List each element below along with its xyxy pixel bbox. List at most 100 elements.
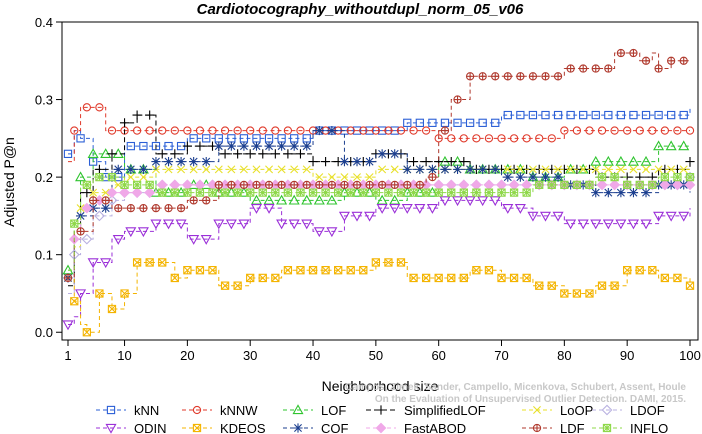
data-point-loop — [667, 165, 676, 174]
data-point-fastabod — [169, 179, 181, 191]
data-point-inflo — [183, 188, 192, 197]
legend-swatch-marker — [375, 422, 387, 434]
legend-label: INFLO — [630, 421, 668, 434]
data-point-knn — [579, 110, 588, 120]
legend-swatch-marker — [601, 404, 613, 416]
data-point-lof — [250, 194, 263, 205]
data-point-lof — [389, 194, 401, 205]
data-point-ldf — [277, 180, 286, 190]
data-point-knnw — [271, 126, 280, 135]
data-point-knnw — [447, 134, 456, 143]
data-point-fastabod — [81, 202, 93, 214]
legend-swatch-marker — [293, 423, 303, 433]
data-point-odin — [276, 219, 288, 230]
data-point-ldf — [164, 204, 173, 213]
data-point-kdeos — [70, 297, 79, 306]
data-point-knn — [566, 110, 575, 120]
data-point-cof — [101, 203, 111, 213]
data-point-inflo — [585, 180, 594, 190]
data-point-ldf — [189, 196, 198, 205]
data-point-odin — [590, 219, 602, 230]
legend-swatch-marker — [602, 423, 612, 433]
data-point-ldf — [654, 64, 663, 73]
data-point-inflo — [547, 180, 556, 190]
data-point-kdeos — [170, 273, 179, 283]
data-point-loop — [252, 165, 261, 174]
y-tick-label: 0.1 — [35, 248, 53, 263]
data-point-odin — [565, 219, 577, 230]
data-point-simplifiedlof — [233, 149, 243, 159]
data-point-ldf — [428, 172, 437, 182]
data-point-knnw — [132, 126, 142, 135]
data-point-loop — [302, 165, 311, 174]
data-point-inflo — [82, 180, 91, 190]
data-point-simplifiedlof — [170, 149, 180, 159]
data-point-inflo — [334, 188, 343, 197]
y-axis-label: Adjusted P@n — [1, 137, 17, 227]
data-point-ldf — [227, 180, 236, 190]
data-point-loop — [315, 173, 324, 182]
series-inflo — [68, 172, 695, 271]
credit-text-line-2: On the Evaluation of Unsupervised Outlie… — [375, 394, 686, 405]
data-point-kdeos — [572, 289, 582, 298]
data-point-inflo — [447, 188, 456, 197]
series-kdeos — [68, 258, 695, 337]
data-point-kdeos — [120, 289, 129, 298]
data-point-kdeos — [560, 289, 569, 298]
data-point-ldf — [202, 196, 211, 205]
data-point-knnw — [535, 134, 544, 143]
data-point-cof — [402, 164, 412, 174]
data-point-kdeos — [434, 273, 443, 283]
data-point-knnw — [597, 126, 607, 135]
data-point-cof — [314, 125, 324, 136]
plot-area-frame — [61, 21, 699, 341]
data-point-ldf — [616, 48, 626, 58]
data-point-knn — [403, 118, 412, 127]
data-point-ldf — [566, 64, 575, 73]
data-point-cof — [415, 164, 425, 174]
data-point-loop — [642, 165, 651, 174]
series-ldf — [63, 48, 690, 283]
data-point-fastabod — [156, 179, 168, 191]
data-point-knnw — [585, 126, 594, 135]
data-point-simplifiedlof — [145, 110, 155, 120]
data-point-knnw — [283, 126, 293, 135]
data-point-kdeos — [660, 273, 670, 283]
data-point-loop — [604, 165, 613, 174]
data-point-ldf — [516, 72, 525, 81]
data-point-lof — [87, 148, 99, 159]
legend-label: LoOP — [560, 403, 593, 418]
data-point-ldf — [491, 72, 500, 81]
data-point-inflo — [70, 219, 79, 228]
data-point-kdeos — [509, 273, 519, 283]
data-point-kdeos — [635, 266, 644, 275]
data-point-loop — [340, 173, 349, 182]
data-point-cof — [138, 164, 148, 174]
legend-swatch-marker — [192, 405, 202, 415]
data-point-lof — [627, 155, 639, 166]
data-point-loop — [177, 165, 186, 174]
data-point-odin — [665, 211, 677, 222]
legend-item-lof: LOF — [283, 403, 346, 418]
data-point-knn — [528, 110, 538, 120]
data-point-lof — [678, 140, 690, 151]
data-point-kdeos — [82, 328, 91, 337]
data-point-ldf — [604, 64, 613, 73]
legend-item-fastabod: FastABOD — [366, 421, 466, 434]
y-tick-label: 0.0 — [35, 325, 53, 340]
data-point-simplifiedlof — [320, 157, 331, 167]
data-point-ldf — [126, 204, 135, 213]
data-point-loop — [164, 165, 173, 174]
data-point-inflo — [472, 188, 481, 197]
data-point-knnw — [509, 134, 519, 143]
data-point-kdeos — [371, 258, 381, 267]
data-point-kdeos — [145, 258, 154, 267]
data-point-kdeos — [673, 273, 682, 283]
data-point-loop — [239, 165, 248, 174]
data-point-knn — [604, 110, 613, 120]
legend-item-ldf: LDF — [522, 421, 585, 434]
data-point-knnw — [183, 126, 192, 135]
data-point-loop — [528, 165, 537, 174]
data-point-knn — [126, 141, 135, 151]
data-point-simplifiedlof — [308, 157, 318, 167]
